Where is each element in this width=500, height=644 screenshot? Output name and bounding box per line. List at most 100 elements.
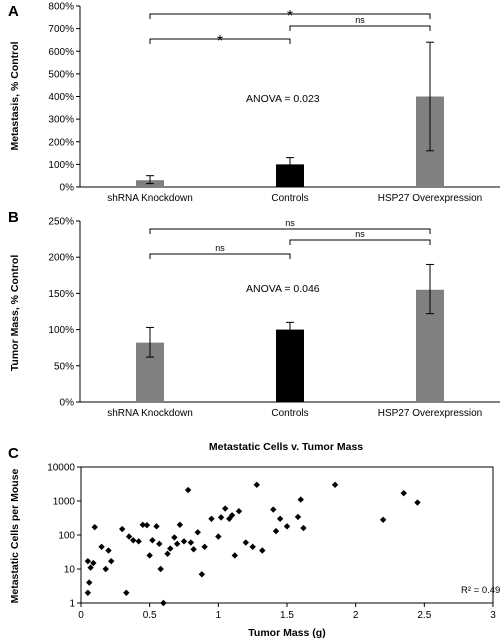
scatter-point <box>222 505 229 512</box>
panel-letter-b: B <box>8 209 19 226</box>
y-tick-label: 800% <box>48 2 74 13</box>
x-tick-label: 2.5 <box>417 610 431 621</box>
panel-letter-a: A <box>8 3 19 20</box>
scatter-point <box>84 589 92 596</box>
category-label: shRNA Knockdown <box>107 408 193 419</box>
scatter-point <box>105 547 112 554</box>
panel-b-anova: ANOVA = 0.046 <box>246 283 320 295</box>
y-tick-label: 10 <box>64 565 76 576</box>
y-tick-label: 10000 <box>47 463 75 474</box>
panel-c-xlabel: Tumor Mass (g) <box>248 627 325 639</box>
panel-b-bar-chart: Tumor Mass, % Control ANOVA = 0.046 0% 50… <box>9 217 500 419</box>
x-tick-label: 0.5 <box>143 610 157 621</box>
scatter-point <box>143 521 151 529</box>
scatter-point <box>414 499 421 506</box>
scatter-point <box>331 481 339 488</box>
scatter-point <box>272 527 280 535</box>
bar <box>276 329 304 402</box>
scatter-point <box>119 525 126 533</box>
scatter-point <box>184 486 192 494</box>
y-tick-label: 600% <box>48 47 74 58</box>
scatter-point <box>176 521 184 528</box>
panel-c-ylabel: Metastatic Cells per Mouse <box>9 468 21 603</box>
y-tick-label: 700% <box>48 24 74 35</box>
panel-a-ylabel: Metastasis, % Control <box>9 41 21 150</box>
scatter-point <box>139 521 146 528</box>
scatter-point <box>125 533 133 540</box>
scatter-point <box>249 543 256 550</box>
category-label: Controls <box>271 408 308 419</box>
y-tick-label: 0% <box>60 398 75 409</box>
scatter-point <box>171 534 178 541</box>
scatter-point <box>294 513 302 521</box>
scatter-point <box>276 515 284 522</box>
scatter-point <box>157 565 164 573</box>
scatter-point <box>86 579 93 586</box>
scatter-point <box>160 599 167 607</box>
significance-bracket <box>149 38 291 44</box>
x-tick-label: 2 <box>353 610 359 621</box>
significance-label: ns <box>285 218 295 228</box>
scatter-point <box>194 529 201 536</box>
y-tick-label: 500% <box>48 69 74 80</box>
significance-label: * <box>217 33 223 50</box>
scatter-point <box>235 508 243 515</box>
x-tick-label: 0 <box>78 610 84 621</box>
scatter-point <box>84 557 92 565</box>
significance-bracket <box>289 239 431 245</box>
scatter-point <box>215 533 222 540</box>
y-tick-label: 0% <box>60 183 75 194</box>
category-label: HSP27 Overexpression <box>378 408 483 419</box>
panel-a-anova: ANOVA = 0.023 <box>246 93 320 105</box>
scatter-point <box>400 489 407 497</box>
scatter-point <box>129 537 137 544</box>
scatter-point <box>242 539 249 546</box>
scatter-point <box>270 506 277 513</box>
y-tick-label: 100% <box>48 160 74 171</box>
scatter-point <box>208 515 215 522</box>
scatter-point <box>217 514 225 521</box>
scatter-point <box>123 589 130 596</box>
scatter-point <box>201 543 208 550</box>
x-tick-label: 1.5 <box>280 610 294 621</box>
panel-b-ylabel: Tumor Mass, % Control <box>9 255 21 372</box>
scatter-point <box>146 552 153 559</box>
y-tick-label: 400% <box>48 92 74 103</box>
significance-label: * <box>287 8 293 25</box>
y-tick-label: 100% <box>48 325 74 336</box>
plot-frame <box>80 466 494 604</box>
scatter-point <box>259 547 266 554</box>
panel-c-r2: R² = 0.49 <box>461 585 500 596</box>
scatter-point <box>253 481 260 488</box>
significance-label: ns <box>215 243 225 253</box>
significance-bracket <box>289 25 431 31</box>
significance-bracket <box>149 253 291 259</box>
panel-letter-c: C <box>8 445 19 462</box>
scatter-point <box>156 540 163 548</box>
y-tick-label: 300% <box>48 115 74 126</box>
category-label: Controls <box>271 193 308 204</box>
y-tick-label: 50% <box>54 361 74 372</box>
scatter-point <box>228 512 236 519</box>
x-tick-label: 1 <box>216 610 222 621</box>
scatter-point <box>87 564 94 571</box>
y-tick-label: 250% <box>48 217 74 228</box>
category-label: HSP27 Overexpression <box>378 193 483 204</box>
scatter-point <box>187 539 195 546</box>
y-tick-label: 200% <box>48 253 74 264</box>
scatter-point <box>108 557 115 565</box>
panel-a-bar-chart: Metastasis, % Control ANOVA = 0.023 0% 10… <box>9 2 500 204</box>
scatter-point <box>190 546 197 553</box>
significance-bracket <box>149 228 431 234</box>
panel-c-title: Metastatic Cells v. Tumor Mass <box>209 441 363 453</box>
scatter-point <box>149 537 156 544</box>
scatter-point <box>283 523 291 530</box>
x-tick-label: 3 <box>490 610 496 621</box>
y-tick-label: 200% <box>48 137 74 148</box>
scatter-point <box>300 524 307 532</box>
scatter-point <box>226 515 233 522</box>
scatter-point <box>164 550 171 557</box>
significance-label: ns <box>355 15 365 25</box>
scatter-point <box>91 523 98 531</box>
bar <box>276 164 304 187</box>
